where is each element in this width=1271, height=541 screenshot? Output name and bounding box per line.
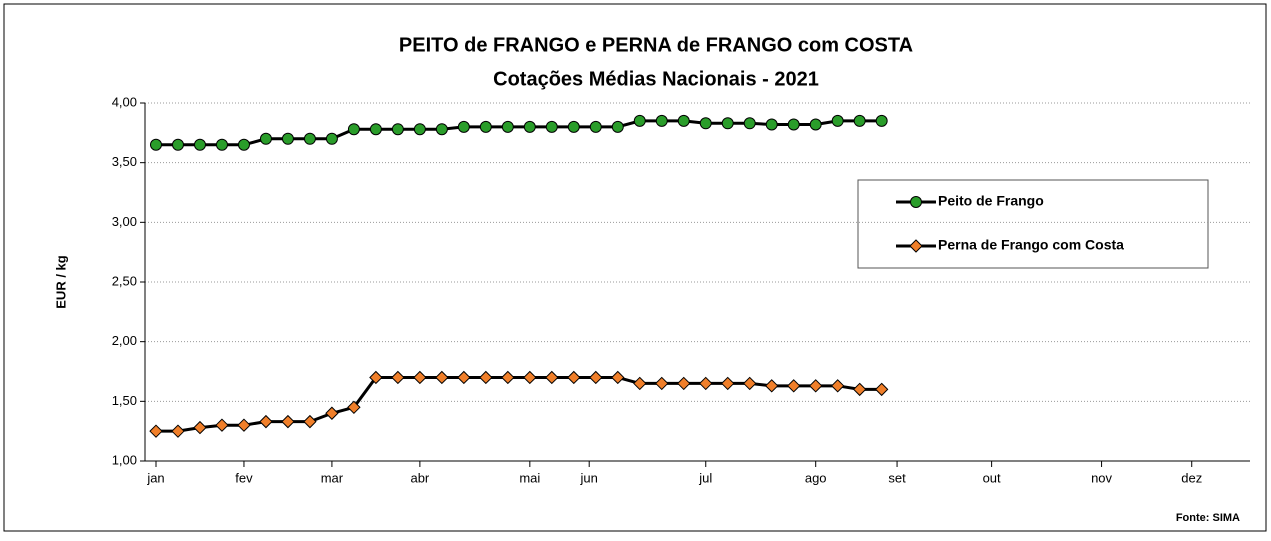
data-point (193, 420, 207, 435)
data-point (633, 376, 647, 391)
data-point (611, 120, 624, 133)
data-point (721, 117, 734, 130)
data-point (545, 120, 558, 133)
x-tick-label: set (888, 470, 906, 485)
source-note: Fonte: SIMA (1176, 512, 1240, 524)
data-point (281, 132, 294, 145)
data-point (808, 379, 823, 393)
data-point (215, 418, 229, 432)
data-point (677, 376, 691, 391)
y-axis-label: EUR / kg (53, 255, 68, 309)
data-point (786, 379, 801, 393)
data-point (303, 414, 317, 429)
data-point (699, 376, 713, 391)
x-tick-label: jun (580, 470, 598, 485)
data-point (171, 424, 185, 438)
data-point (545, 370, 559, 385)
data-point (457, 370, 471, 385)
chart-subtitle: Cotações Médias Nacionais - 2021 (493, 68, 819, 90)
data-point (853, 114, 866, 127)
y-tick-label: 1,00 (112, 452, 137, 467)
legend-marker (910, 196, 922, 208)
data-point (259, 132, 272, 145)
data-point (391, 370, 405, 385)
data-point (523, 370, 537, 385)
y-tick-label: 2,00 (112, 333, 137, 348)
x-tick-label: fev (235, 470, 253, 485)
data-point (281, 414, 295, 429)
x-tick-label: nov (1091, 470, 1112, 485)
data-point (347, 400, 361, 415)
x-tick-label: ago (805, 470, 827, 485)
data-point (765, 118, 778, 131)
data-point (743, 117, 756, 130)
data-point (347, 123, 360, 136)
series-line (155, 375, 882, 433)
data-point (677, 114, 690, 127)
data-point (721, 376, 735, 391)
x-tick-label: abr (410, 470, 429, 485)
data-point (457, 120, 470, 133)
data-point (413, 370, 427, 385)
data-point (699, 117, 712, 130)
x-tick-label: mar (321, 470, 344, 485)
data-point (435, 370, 449, 385)
data-point (435, 123, 448, 136)
data-point (369, 123, 382, 136)
x-tick-label: dez (1181, 470, 1202, 485)
data-point (875, 114, 888, 127)
data-point (193, 138, 206, 151)
data-point (655, 114, 668, 127)
legend-label: Peito de Frango (938, 193, 1044, 209)
legend-box (857, 179, 1209, 269)
data-point (589, 120, 602, 133)
data-point (479, 370, 493, 385)
data-point (567, 120, 580, 133)
data-point (259, 414, 273, 429)
data-point (303, 132, 316, 145)
chart-title: PEITO de FRANGO e PERNA de FRANGO com CO… (399, 34, 913, 56)
data-point (237, 138, 250, 151)
y-tick-label: 3,00 (112, 214, 137, 229)
data-point (325, 406, 339, 420)
y-tick-label: 2,50 (112, 273, 137, 288)
x-tick-label: jul (698, 470, 712, 485)
data-point (391, 123, 404, 136)
data-point (787, 118, 800, 131)
data-point (325, 132, 338, 145)
data-point (149, 138, 162, 151)
data-point (830, 379, 845, 393)
y-tick-label: 4,00 (112, 94, 137, 109)
data-point (523, 120, 536, 133)
data-point (479, 120, 492, 133)
x-tick-label: out (983, 470, 1001, 485)
data-point (215, 138, 228, 151)
data-point (369, 370, 383, 385)
x-tick-label: mai (519, 470, 540, 485)
data-point (743, 376, 757, 391)
data-point (237, 418, 251, 432)
y-tick-label: 3,50 (112, 154, 137, 169)
data-point (567, 370, 581, 385)
data-point (413, 123, 426, 136)
data-point (501, 120, 514, 133)
data-point (589, 370, 603, 385)
data-point (149, 424, 163, 438)
legend-label: Perna de Frango com Costa (938, 237, 1124, 253)
data-point (852, 382, 867, 397)
data-point (633, 114, 646, 127)
data-point (611, 370, 625, 385)
data-point (655, 376, 669, 391)
data-point (171, 138, 184, 151)
data-point (765, 379, 779, 393)
y-tick-label: 1,50 (112, 393, 137, 408)
x-tick-label: jan (146, 470, 164, 485)
legend-marker (909, 239, 923, 253)
data-point (831, 114, 844, 127)
series-line (155, 119, 882, 147)
data-point (874, 382, 889, 397)
data-point (809, 118, 822, 131)
data-point (501, 370, 515, 385)
